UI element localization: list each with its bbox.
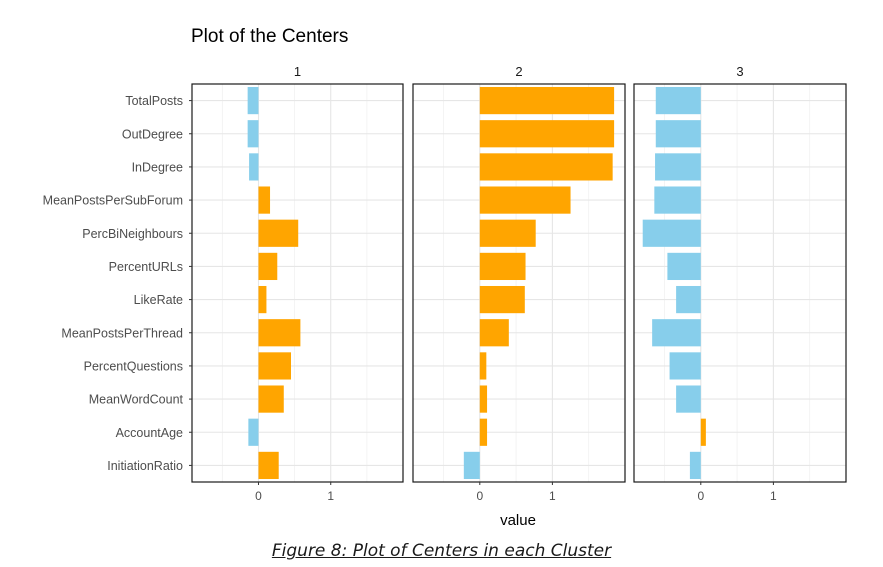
bar-TotalPosts (247, 86, 259, 115)
x-tick-label: 1 (549, 489, 556, 503)
bar-InitiationRatio (463, 451, 480, 480)
bar-TotalPosts (479, 86, 615, 115)
figure-caption: Figure 8: Plot of Centers in each Cluste… (271, 541, 612, 561)
bar-InitiationRatio (258, 451, 279, 480)
bar-OutDegree (479, 120, 615, 148)
bar-AccountAge (479, 418, 488, 446)
bar-InDegree (655, 153, 701, 181)
y-tick-label: PercentQuestions (84, 359, 183, 373)
facet-label: 3 (736, 64, 743, 79)
bar-OutDegree (655, 120, 701, 148)
bar-PercentQuestions (479, 352, 487, 380)
plot-area: 1 0 1 2 0 1 3 0 1 TotalPosts OutDegree InDegree Mean… (43, 64, 847, 503)
bar-MeanPostsPerSubForum (654, 186, 701, 214)
bar-TotalPosts (655, 86, 701, 115)
bar-LikeRate (676, 285, 701, 314)
bar-MeanWordCount (676, 385, 701, 413)
bar-OutDegree (247, 120, 259, 148)
panel-border (633, 83, 847, 483)
y-tick-label: LikeRate (134, 293, 183, 307)
bar-PercentQuestions (669, 352, 701, 380)
bar-LikeRate (258, 285, 267, 314)
bar-InDegree (479, 153, 613, 181)
bar-LikeRate (479, 285, 525, 314)
y-tick-label: MeanPostsPerSubForum (43, 194, 183, 208)
x-tick-label: 0 (255, 489, 262, 503)
bar-PercBiNeighbours (479, 219, 536, 247)
bar-MeanPostsPerThread (652, 319, 701, 347)
bar-AccountAge (700, 418, 706, 446)
panel-border (191, 83, 404, 483)
facet-label: 1 (294, 64, 301, 79)
bar-MeanPostsPerSubForum (479, 186, 571, 214)
y-tick-label: OutDegree (122, 127, 183, 141)
x-tick-label: 1 (770, 489, 777, 503)
bar-MeanWordCount (258, 385, 284, 413)
bar-PercBiNeighbours (642, 219, 701, 247)
x-tick-label: 0 (697, 489, 704, 503)
y-tick-label: PercBiNeighbours (82, 227, 183, 241)
x-axis-label: value (500, 512, 536, 529)
y-tick-label: MeanWordCount (89, 393, 184, 407)
bar-PercentURLs (258, 252, 278, 281)
y-tick-label: InDegree (132, 160, 183, 174)
bar-MeanPostsPerSubForum (258, 186, 271, 214)
x-tick-label: 0 (476, 489, 483, 503)
y-tick-label: AccountAge (116, 426, 183, 440)
bar-MeanPostsPerThread (258, 319, 301, 347)
facet-label: 2 (515, 64, 522, 79)
bar-MeanWordCount (479, 385, 488, 413)
y-tick-label: PercentURLs (109, 260, 183, 274)
x-tick-label: 1 (327, 489, 334, 503)
panel-border (412, 83, 626, 483)
bar-InDegree (249, 153, 259, 181)
bar-PercentURLs (479, 252, 526, 281)
bar-PercentURLs (667, 252, 701, 281)
y-tick-label: TotalPosts (125, 94, 183, 108)
bar-PercentQuestions (258, 352, 291, 380)
bar-InitiationRatio (689, 451, 701, 480)
bar-MeanPostsPerThread (479, 319, 509, 347)
chart-title: Plot of the Centers (191, 26, 348, 47)
bar-PercBiNeighbours (258, 219, 299, 247)
y-tick-label: MeanPostsPerThread (61, 326, 183, 340)
bar-AccountAge (248, 418, 259, 446)
y-tick-label: InitiationRatio (107, 459, 183, 473)
